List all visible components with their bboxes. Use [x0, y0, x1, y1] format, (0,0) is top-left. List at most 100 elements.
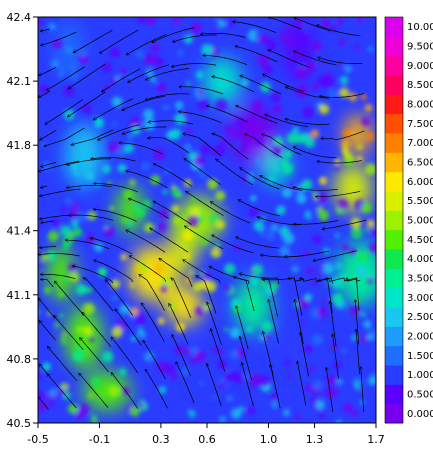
streamline [185, 226, 224, 250]
field-speckle [38, 18, 42, 26]
field-speckle [342, 149, 351, 158]
field-speckle [134, 313, 146, 325]
colorbar-swatch [385, 403, 403, 424]
field-speckle [368, 241, 376, 253]
streamline [102, 68, 141, 92]
streamline [236, 306, 249, 350]
field-speckle [38, 390, 44, 400]
field-speckle [282, 163, 294, 175]
y-tick-label: 42.4 [7, 11, 32, 24]
field-speckle [253, 220, 264, 231]
streamline [67, 158, 112, 165]
field-speckle [366, 219, 375, 228]
streamline [82, 313, 112, 348]
field-speckle [162, 189, 168, 195]
streamline [245, 134, 283, 159]
streamline [347, 278, 360, 311]
field-speckle [212, 395, 217, 400]
colorbar-swatch [385, 210, 403, 231]
field-speckle [238, 394, 244, 400]
field-speckle [249, 275, 260, 286]
field-speckle [341, 348, 348, 354]
streamline [148, 138, 189, 153]
field-speckle [175, 21, 183, 29]
field-speckle [366, 276, 374, 284]
field-speckle [287, 373, 293, 379]
field-speckle [270, 281, 279, 290]
field-speckle [335, 262, 342, 269]
colorbar-swatch [385, 152, 403, 173]
colorbar-swatch [385, 94, 403, 115]
field-speckle [311, 334, 323, 345]
field-speckle [122, 217, 128, 223]
field-speckle [333, 361, 342, 370]
colorbar-label: 9.000 [407, 61, 433, 72]
colorbar-label: 10.00 [407, 22, 433, 33]
streamline [268, 300, 279, 344]
field-speckle [55, 387, 66, 398]
field-speckle [286, 400, 293, 408]
field-speckle [78, 53, 90, 64]
streamline [55, 281, 85, 316]
field-speckle [297, 297, 310, 310]
streamline [41, 28, 50, 31]
streamline [139, 275, 166, 311]
field-speckle [38, 323, 43, 329]
field-speckle [341, 284, 346, 290]
field-speckle [357, 251, 368, 262]
field-speckle [38, 372, 42, 379]
field-speckle [303, 344, 313, 354]
streamline [172, 335, 191, 376]
field-speckle [367, 46, 374, 52]
field-speckle [315, 192, 327, 204]
field-speckle [341, 139, 351, 149]
field-speckle [187, 214, 200, 227]
field-speckle [60, 337, 68, 345]
field-speckle [72, 163, 78, 170]
streamline [196, 276, 217, 314]
field-speckle [283, 149, 293, 159]
streamline [129, 199, 169, 219]
field-speckle [325, 71, 332, 79]
field-speckle [331, 292, 344, 305]
streamline [54, 316, 84, 350]
field-speckle [331, 388, 339, 396]
field-speckle [224, 371, 235, 382]
streamline [41, 186, 48, 188]
field-speckle [301, 320, 307, 326]
field-speckle [311, 190, 317, 196]
streamline [66, 240, 110, 250]
streamline [326, 368, 334, 413]
streamline [150, 228, 189, 253]
field-speckle [224, 263, 236, 275]
streamline [294, 51, 337, 66]
streamline [212, 76, 255, 93]
streamline [126, 230, 166, 253]
field-speckle [364, 163, 376, 176]
streamline [285, 250, 329, 257]
field-speckle [365, 132, 375, 141]
field-speckle [109, 205, 115, 211]
field-speckle [130, 336, 137, 342]
field-speckle [49, 388, 58, 397]
streamline [106, 280, 134, 316]
colorbar-swatch [385, 55, 403, 76]
field-speckle [128, 73, 134, 79]
streamline [72, 266, 114, 284]
field-speckle [285, 27, 293, 36]
field-speckle [334, 233, 340, 238]
streamline [285, 119, 330, 125]
streamline [94, 260, 134, 283]
field-speckle [70, 219, 79, 228]
field-speckle [360, 312, 366, 318]
colorbar-swatch [385, 268, 403, 289]
colorbar-frame [384, 16, 404, 424]
field-speckle [251, 100, 264, 113]
streamline [322, 219, 367, 229]
field-speckle [334, 165, 340, 171]
streamline [236, 106, 278, 124]
streamline [211, 202, 251, 224]
field-speckle [73, 171, 79, 177]
field-speckle [177, 49, 185, 57]
